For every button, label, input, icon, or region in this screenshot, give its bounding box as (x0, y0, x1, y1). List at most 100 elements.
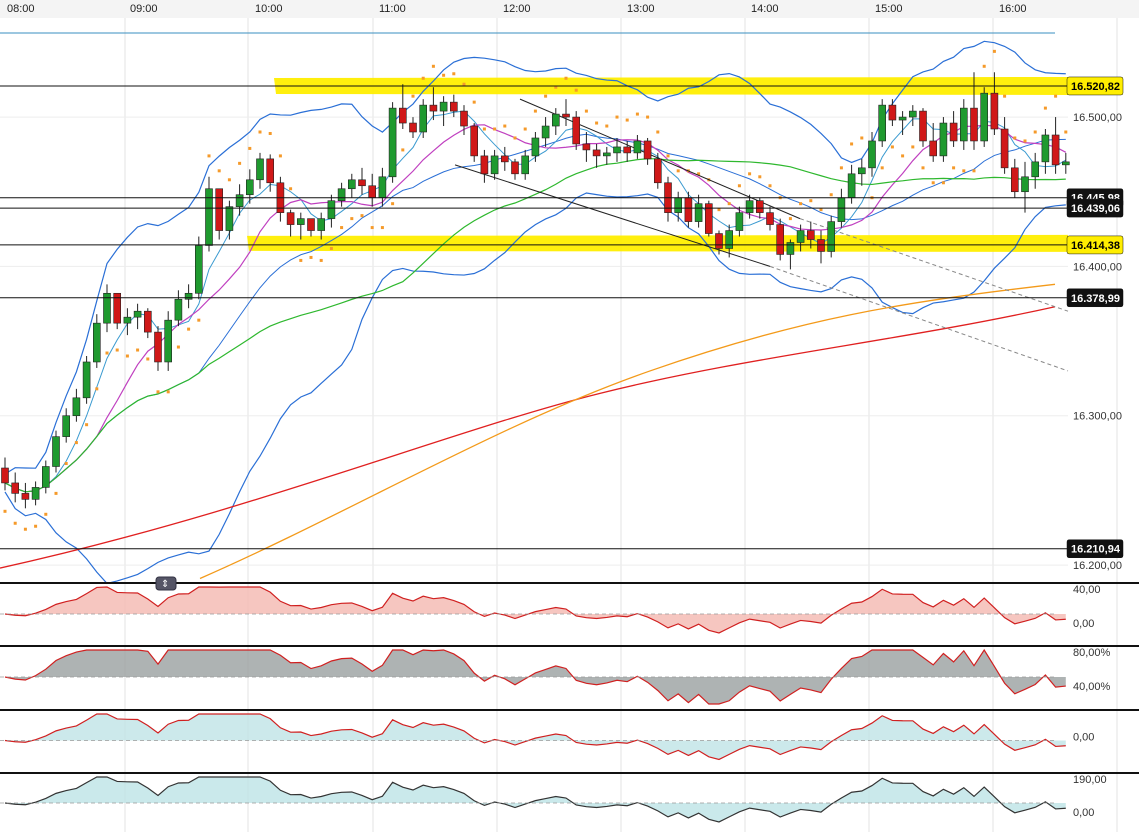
candle-up (602, 152, 611, 157)
sar-dot (666, 154, 670, 158)
candle-down (572, 116, 581, 145)
sar-dot (605, 124, 609, 128)
candle-down (113, 292, 121, 324)
long-ma-red-line (0, 306, 1056, 569)
candle-up (388, 107, 397, 178)
sar-dot (635, 112, 639, 116)
candle-down (562, 113, 570, 118)
candle-down (806, 230, 815, 240)
sar-dot (513, 136, 517, 140)
sar-dot (493, 127, 497, 131)
sar-dot (615, 115, 619, 119)
sar-dot (727, 202, 731, 206)
sar-dot (176, 345, 180, 349)
price-tick-label: 16.300,00 (1073, 411, 1122, 423)
resize-arrows-icon: ⇕ (161, 579, 169, 590)
candle-down (398, 107, 407, 124)
candle-up (62, 415, 71, 437)
sar-dot (574, 88, 578, 92)
sar-dot (972, 169, 976, 173)
candle-up (551, 113, 560, 127)
candle-down (144, 310, 152, 333)
candle-up (93, 322, 101, 363)
candle-down (154, 331, 162, 363)
sar-dot (207, 154, 211, 158)
candle-up (174, 298, 183, 321)
sar-dot (544, 94, 548, 98)
sar-dot (1064, 130, 1068, 134)
level-badge (1066, 539, 1124, 558)
sub-line (4, 713, 1066, 761)
sar-dot (44, 512, 48, 516)
slow-ma-line (4, 158, 1066, 493)
sar-dot (1054, 94, 1058, 98)
sar-dot (880, 166, 884, 170)
candle-up (796, 230, 805, 243)
sub-line (4, 586, 1066, 634)
candle-down (460, 110, 468, 127)
panel-resize-handle[interactable] (155, 576, 177, 591)
candle-down (776, 224, 785, 255)
candle-down (643, 140, 652, 160)
candle-up (82, 361, 91, 399)
candle-down (766, 212, 774, 225)
candle-up (419, 104, 428, 133)
time-tick-label: 16:00 (999, 3, 1027, 15)
time-tick-label: 10:00 (255, 3, 283, 15)
candle-down (1000, 128, 1009, 169)
sar-dot (391, 202, 395, 206)
candle-up (296, 218, 305, 225)
sub-panels: 40,00 0,00 80,00% 40,00% 0,00 190,00 0,00 ⇕ (0, 576, 1139, 823)
candle-up (205, 188, 213, 246)
sar-dot (3, 509, 7, 513)
time-tick-label: 14:00 (751, 3, 779, 15)
candle-down (307, 218, 315, 231)
sar-dot (248, 146, 252, 150)
time-tick-label: 15:00 (875, 3, 903, 15)
sar-dot (74, 441, 78, 445)
sar-dot (421, 76, 425, 80)
sar-dot (584, 109, 588, 113)
support-zone (247, 234, 1068, 252)
channel-upper-extension (799, 218, 1069, 312)
sar-dot (85, 423, 89, 427)
candles (1, 72, 1070, 509)
candle-down (21, 493, 30, 500)
candle-up (52, 436, 60, 467)
long-ma-orange-line (199, 283, 1056, 580)
candle-up (1041, 134, 1050, 163)
level-badge-label: 16.414,38 (1071, 240, 1120, 252)
candle-down (429, 104, 438, 112)
sar-dot (452, 72, 456, 76)
candle-up (123, 316, 132, 324)
sub-tick-label: 0,00 (1073, 618, 1094, 630)
candle-down (888, 104, 897, 121)
sar-dot (809, 199, 813, 203)
sar-dot (166, 390, 170, 394)
candle-up (31, 487, 40, 500)
candle-up (347, 179, 356, 190)
sar-dot (992, 49, 996, 53)
sar-dot (442, 73, 446, 77)
sar-dot (299, 258, 303, 262)
sub-tick-label: 0,00 (1073, 807, 1094, 819)
sar-dot (931, 181, 935, 185)
candle-up (735, 212, 744, 231)
candle-up (72, 397, 81, 417)
candle-down (500, 155, 509, 163)
sar-dot (34, 524, 38, 528)
grid (0, 18, 1118, 832)
candle-down (1051, 134, 1060, 166)
sar-dot (921, 166, 925, 170)
sar-dot (625, 118, 629, 122)
sar-dot (523, 127, 527, 131)
sar-dot (146, 357, 150, 361)
candle-up (908, 110, 917, 118)
candle-up (195, 245, 203, 294)
lower-band-line (4, 192, 1066, 585)
candle-down (684, 197, 693, 222)
level-badge (1066, 288, 1124, 308)
candle-up (980, 92, 989, 142)
